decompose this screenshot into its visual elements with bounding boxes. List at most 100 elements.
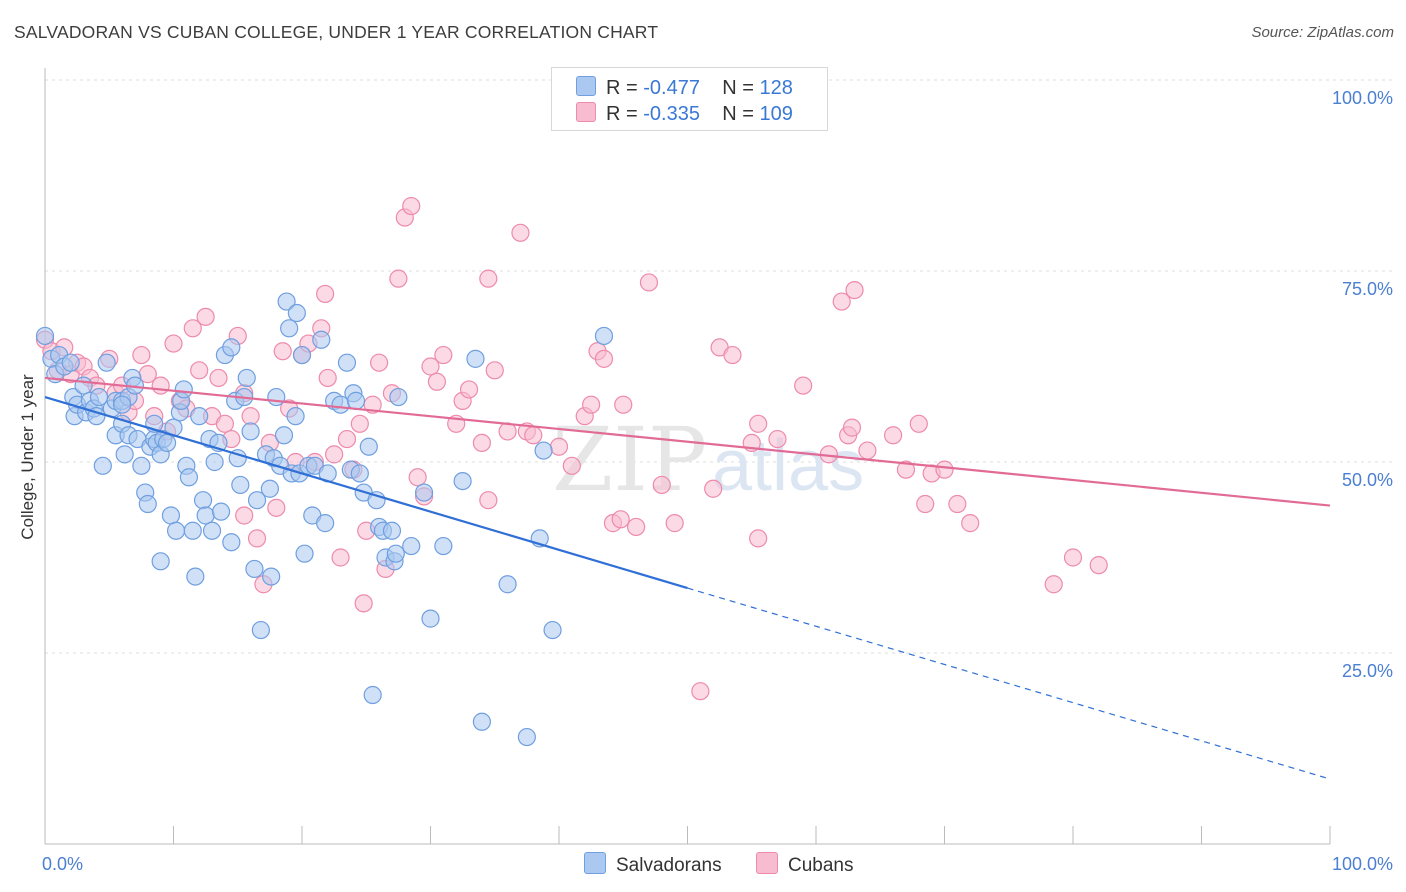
salvadoran-point (112, 395, 132, 414)
legend-swatch-cubans (576, 102, 596, 122)
cuban-point (768, 429, 787, 449)
salvadoran-point (534, 441, 553, 460)
y-tick-label: 75.0% (1342, 279, 1393, 299)
cuban-point (485, 361, 504, 380)
legend-r-value: -0.335 (643, 103, 700, 125)
cuban-point (749, 414, 768, 433)
salvadoran-point (277, 292, 296, 311)
bottom-swatch-cubans (756, 852, 778, 874)
legend-row-salvadorans: R = -0.477 N = 128 (576, 76, 793, 102)
cuban-point (1044, 575, 1063, 594)
salvadoran-point (466, 349, 485, 368)
salvadoran-point (193, 491, 213, 510)
cuban-point (354, 594, 373, 613)
bottom-legend-cubans: Cubans (756, 852, 854, 877)
salvadoran-point (205, 452, 224, 472)
cuban-point (459, 380, 479, 399)
cuban-point (524, 426, 543, 445)
salvadoran-point (231, 475, 250, 495)
cuban-point (562, 456, 581, 475)
salvadoran-point (166, 521, 186, 540)
salvadoran-point (262, 567, 281, 586)
cuban-point (183, 319, 202, 338)
salvadoran-point (61, 353, 80, 372)
salvadoran-point (174, 380, 193, 399)
cuban-point (691, 682, 710, 701)
cuban-point (909, 414, 928, 433)
legend-n-value: 109 (759, 103, 793, 125)
cuban-point (434, 345, 453, 365)
cuban-point (132, 345, 151, 365)
cuban-point (479, 269, 498, 288)
legend-n-label: N = (722, 77, 754, 99)
salvadoran-point (202, 521, 222, 540)
salvadoran-point (382, 521, 402, 540)
salvadoran-point (267, 387, 286, 407)
trend-lines (44, 376, 1331, 780)
cuban-point (594, 349, 614, 368)
cuban-point (273, 342, 292, 361)
salvadoran-point (453, 472, 472, 491)
salvadoran-point (222, 533, 241, 552)
cuban-point (479, 491, 498, 510)
salvadoran-point (241, 422, 260, 441)
cuban-point (883, 426, 903, 445)
cuban-point (1063, 548, 1083, 567)
cuban-point (389, 269, 408, 288)
cuban-point (370, 353, 389, 372)
cuban-point (665, 514, 684, 533)
cuban-point (704, 479, 723, 498)
cuban-point (337, 429, 357, 449)
chart-title: SALVADORAN VS CUBAN COLLEGE, UNDER 1 YEA… (14, 22, 659, 42)
cuban-point (611, 510, 630, 529)
cuban-point (832, 292, 851, 311)
salvadoran-point (115, 445, 134, 464)
cuban-point (196, 307, 215, 326)
cuban-point (896, 460, 916, 479)
salvadoran-point (286, 407, 305, 426)
salvadoran-point (186, 567, 205, 586)
cuban-point (350, 414, 369, 433)
cuban-point (164, 334, 183, 353)
legend-r-label: R = (606, 103, 638, 125)
cuban-point (794, 376, 813, 395)
cuban-point (842, 418, 862, 437)
cuban-point (331, 548, 350, 567)
salvadoran-point (35, 326, 55, 346)
cuban-point (318, 368, 337, 388)
cuban-point (472, 433, 491, 452)
cuban-point (421, 357, 440, 376)
salvadoran-point (190, 407, 209, 426)
salvadoran-point (260, 479, 279, 498)
salvadoran-point (93, 456, 112, 475)
cuban-point (639, 273, 659, 292)
axis-labels: 25.0% 50.0% 75.0% 100.0% 0.0% 100.0% (42, 88, 1393, 874)
cuban-point (549, 437, 569, 456)
salvadoran-point (138, 494, 157, 514)
cuban-point (235, 506, 254, 525)
salvadoran-point (196, 506, 215, 525)
cuban-point (209, 368, 228, 388)
cuban-point (614, 395, 633, 414)
watermark-atlas: atlas (712, 426, 864, 506)
legend-row-cubans: R = -0.335 N = 109 (576, 102, 793, 128)
salvadoran-point (157, 433, 177, 452)
legend-n-value: 128 (759, 77, 793, 99)
salvadoran-point (287, 303, 306, 323)
cuban-point (325, 445, 344, 464)
salvadoran-points (35, 292, 614, 747)
legend-n-label: N = (722, 103, 754, 125)
salvadoran-point (74, 376, 93, 395)
salvadoran-point (498, 575, 517, 594)
legend-r-label: R = (606, 77, 638, 99)
cuban-point (626, 517, 646, 537)
salvadoran-point (151, 552, 170, 571)
salvadoran-point (280, 319, 299, 338)
salvadoran-point (594, 326, 614, 346)
salvadoran-point (312, 330, 331, 349)
cuban-point (511, 223, 530, 242)
cuban-point (948, 494, 967, 514)
salvadoran-point (222, 338, 241, 357)
cuban-point (961, 514, 980, 533)
